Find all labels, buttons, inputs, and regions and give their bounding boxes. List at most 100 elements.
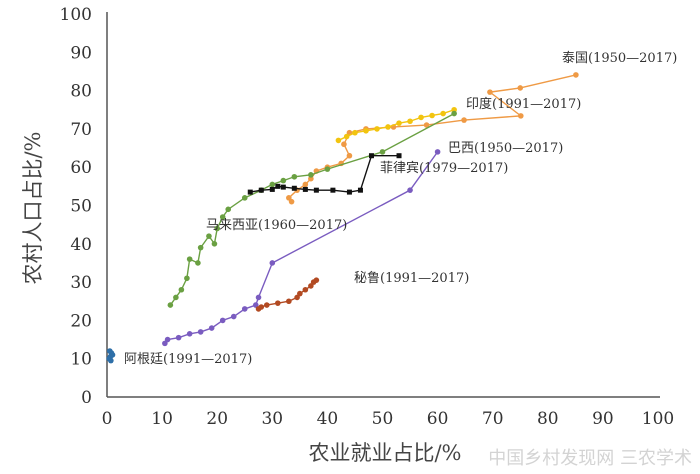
data-point [407, 118, 413, 125]
data-point [247, 189, 253, 195]
data-point [162, 340, 168, 347]
data-point [363, 128, 369, 134]
series-label: 印度(1991—2017) [466, 96, 581, 112]
data-point [280, 184, 286, 190]
annotations: 泰国(1950—2017) 印度(1991—2017) 马来西亚(1960—2017… [124, 51, 677, 367]
data-point [324, 166, 331, 172]
y-tick-label: 20 [70, 311, 92, 331]
data-point [451, 110, 457, 117]
data-point [269, 181, 276, 188]
data-point [263, 302, 270, 308]
data-point [269, 260, 276, 266]
data-point [291, 185, 297, 191]
data-point [396, 153, 402, 159]
data-point [374, 126, 380, 132]
series-label: 阿根廷(1991—2017) [124, 352, 252, 367]
data-point [255, 306, 262, 312]
data-point [291, 173, 298, 180]
x-tick-label: 100 [642, 409, 674, 429]
series-6 [106, 348, 116, 364]
series-3 [247, 153, 402, 195]
data-point [302, 186, 308, 192]
data-point [440, 110, 446, 117]
data-point [206, 233, 212, 239]
data-point [517, 85, 524, 91]
series-line [338, 109, 455, 142]
x-tick-label: 40 [317, 409, 339, 429]
x-tick-label: 20 [206, 409, 228, 429]
data-point [269, 186, 275, 192]
y-tick-label: 80 [70, 82, 92, 102]
data-point [241, 306, 248, 312]
data-point [214, 225, 220, 232]
data-point [211, 241, 218, 247]
y-tick-label: 10 [70, 350, 92, 370]
data-point [294, 294, 300, 301]
data-point [173, 294, 179, 301]
data-point [288, 198, 295, 205]
data-point [219, 317, 226, 324]
x-tick-label: 90 [592, 409, 614, 429]
series-label: 秘鲁(1991—2017) [354, 271, 469, 286]
data-point [343, 133, 350, 140]
x-tick-label: 60 [427, 409, 449, 429]
data-point [275, 300, 281, 306]
series-5 [255, 277, 320, 312]
data-point [258, 187, 264, 193]
data-point [178, 286, 185, 293]
series-1 [335, 106, 457, 144]
data-point [418, 114, 424, 121]
data-point [451, 106, 457, 113]
data-point [302, 286, 309, 293]
data-point [197, 329, 204, 335]
data-point [429, 112, 435, 119]
series-label: 巴西(1950—2017) [448, 141, 563, 156]
data-point [197, 244, 204, 251]
data-point [346, 189, 352, 195]
y-tick-label: 100 [60, 5, 92, 25]
data-point [184, 275, 190, 282]
data-point [573, 72, 579, 78]
x-tick-label: 80 [537, 409, 559, 429]
data-point [407, 187, 413, 193]
y-tick-label: 50 [70, 197, 92, 217]
y-tick-label: 90 [70, 43, 92, 63]
data-point [302, 181, 309, 188]
data-point [461, 117, 467, 123]
data-point [357, 187, 363, 193]
data-point [308, 175, 314, 182]
data-point [186, 331, 193, 337]
series-0 [286, 72, 579, 205]
axes: 0 10 20 30 40 50 60 70 80 90 100 0 10 20 30 40 50 60 70 80 9… [60, 5, 675, 429]
data-point [175, 334, 182, 341]
y-tick-label: 40 [70, 235, 92, 255]
x-tick-label: 10 [151, 409, 173, 429]
y-tick-label: 70 [70, 120, 92, 140]
x-tick-label: 0 [102, 409, 113, 429]
data-point [335, 137, 342, 144]
watermark: 中国乡村发现网 三农学术 [488, 448, 692, 469]
data-point [195, 260, 201, 266]
data-point [487, 89, 493, 95]
data-point [352, 129, 358, 136]
series-line [164, 151, 439, 344]
data-point [255, 294, 262, 301]
data-point [308, 172, 314, 178]
data-point [186, 256, 193, 262]
data-point [346, 152, 353, 159]
data-point [379, 149, 386, 155]
data-point [275, 183, 281, 189]
data-point [518, 113, 524, 119]
series-label: 泰国(1950—2017) [562, 51, 677, 66]
x-tick-label: 70 [482, 409, 504, 429]
y-tick-label: 60 [70, 158, 92, 178]
series-label: 马来西亚(1960—2017) [206, 218, 347, 233]
data-point [219, 214, 226, 220]
y-tick-label: 30 [70, 273, 92, 293]
data-point [385, 124, 391, 130]
x-tick-label: 30 [261, 409, 283, 429]
y-axis-title: 农村人口占比/% [21, 131, 45, 284]
data-point [396, 120, 402, 126]
